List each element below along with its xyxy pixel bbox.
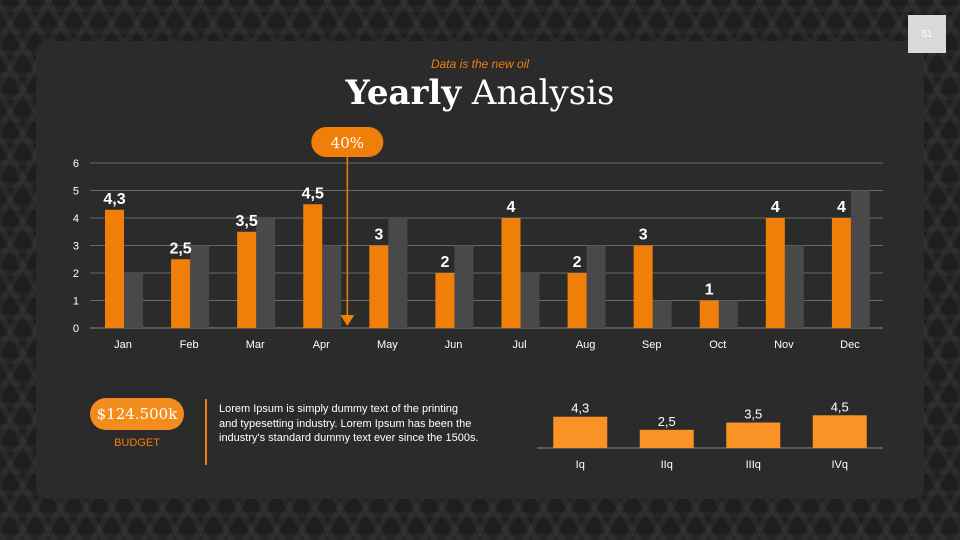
quarter-bar xyxy=(553,416,608,448)
y-tick-label: 2 xyxy=(73,268,79,280)
quarter-data-label: 4,3 xyxy=(571,401,589,416)
bar-series2 xyxy=(190,245,210,328)
bar-series2 xyxy=(124,273,143,328)
x-tick-label: Dec xyxy=(840,339,860,351)
data-label: 4,5 xyxy=(302,185,324,202)
bar-series2 xyxy=(520,273,540,328)
y-tick-label: 4 xyxy=(73,213,79,225)
data-label: 4 xyxy=(507,199,516,216)
bar-series1 xyxy=(237,231,257,328)
annotation-arrow-icon xyxy=(340,315,355,326)
data-label: 3 xyxy=(374,227,383,244)
description-text: Lorem Ipsum is simply dummy text of the … xyxy=(219,403,479,444)
bar-series1 xyxy=(303,204,323,328)
y-tick-label: 6 xyxy=(73,158,79,170)
data-label: 2 xyxy=(573,254,582,271)
quarter-data-label: 2,5 xyxy=(658,414,676,429)
data-label: 3 xyxy=(639,227,648,244)
quarter-tick-label: IIIq xyxy=(746,459,761,471)
bar-series1 xyxy=(633,245,653,328)
quarter-data-label: 3,5 xyxy=(744,407,762,422)
bar-series1 xyxy=(765,218,785,328)
data-label: 1 xyxy=(705,282,714,299)
data-label: 4 xyxy=(837,199,846,216)
bar-series2 xyxy=(322,245,342,328)
data-label: 3,5 xyxy=(236,213,258,230)
data-label: 2,5 xyxy=(169,240,191,257)
annotation-label: 40% xyxy=(331,134,364,152)
quarter-tick-label: Iq xyxy=(576,459,585,471)
x-tick-label: Sep xyxy=(642,339,662,351)
budget-label: BUDGET xyxy=(114,437,160,449)
quarter-bar xyxy=(639,429,694,448)
y-tick-label: 1 xyxy=(73,296,79,308)
x-tick-label: Aug xyxy=(576,339,596,351)
bar-series2 xyxy=(718,300,738,328)
x-tick-label: Jul xyxy=(513,339,527,351)
bar-series2 xyxy=(388,218,408,328)
budget-value: $124.500k xyxy=(90,398,184,430)
bar-series2 xyxy=(586,245,606,328)
data-label: 2 xyxy=(440,254,449,271)
bar-series1 xyxy=(369,245,389,328)
x-tick-label: Apr xyxy=(313,339,330,351)
y-tick-label: 5 xyxy=(73,186,79,198)
title-regular: Analysis xyxy=(461,73,615,113)
x-tick-label: Oct xyxy=(709,339,726,351)
quarter-bar xyxy=(726,422,781,448)
data-label: 4,3 xyxy=(103,191,125,208)
slide-title: Yearly Analysis xyxy=(0,70,960,116)
divider xyxy=(205,399,207,465)
bar-series2 xyxy=(652,300,672,328)
title-bold: Yearly xyxy=(345,73,462,113)
bar-series1 xyxy=(105,209,124,328)
bar-series2 xyxy=(784,245,804,328)
quarter-tick-label: IVq xyxy=(831,459,848,471)
bar-series2 xyxy=(850,190,870,328)
bar-series1 xyxy=(567,273,587,328)
x-tick-label: May xyxy=(377,339,398,351)
bar-series1 xyxy=(171,259,191,328)
bar-series1 xyxy=(435,273,455,328)
x-tick-label: Mar xyxy=(246,339,265,351)
bar-series2 xyxy=(256,218,276,328)
bar-series1 xyxy=(831,218,851,328)
quarter-bar xyxy=(812,415,867,448)
bar-series1 xyxy=(501,218,521,328)
bar-series2 xyxy=(454,245,474,328)
y-tick-label: 3 xyxy=(73,241,79,253)
x-tick-label: Nov xyxy=(774,339,794,351)
x-tick-label: Jan xyxy=(114,339,132,351)
x-tick-label: Feb xyxy=(180,339,199,351)
y-tick-label: 0 xyxy=(73,323,79,335)
quarter-tick-label: IIq xyxy=(661,459,673,471)
slide-subtitle: Data is the new oil xyxy=(430,57,530,71)
annotation-pill xyxy=(311,127,384,157)
data-label: 4 xyxy=(771,199,780,216)
x-tick-label: Jun xyxy=(445,339,463,351)
quarter-data-label: 4,5 xyxy=(831,399,849,414)
page-number: 51 xyxy=(908,15,946,53)
bar-series1 xyxy=(699,300,719,328)
